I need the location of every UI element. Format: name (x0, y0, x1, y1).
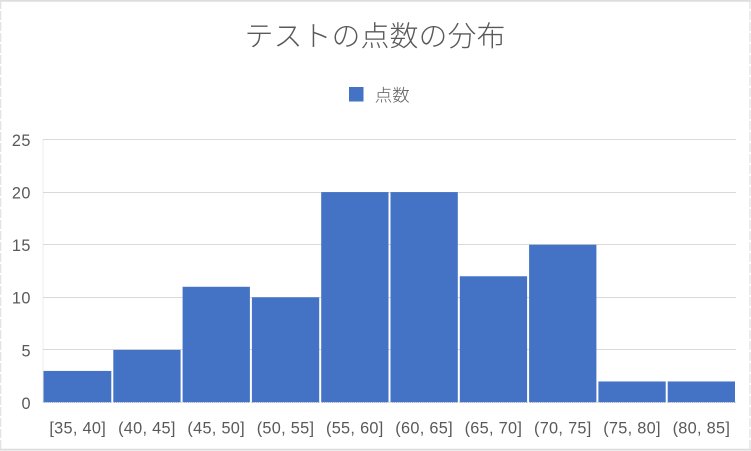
svg-text:(45, 50]: (45, 50] (187, 419, 245, 437)
svg-text:(70, 75]: (70, 75] (534, 419, 592, 437)
svg-text:(75, 80]: (75, 80] (603, 419, 661, 437)
svg-text:(60, 65]: (60, 65] (395, 419, 453, 437)
svg-text:25: 25 (12, 132, 31, 150)
svg-text:0: 0 (21, 395, 31, 413)
svg-text:20: 20 (12, 185, 31, 203)
svg-text:(40, 45]: (40, 45] (118, 419, 176, 437)
svg-text:(65, 70]: (65, 70] (465, 419, 523, 437)
svg-text:(80, 85]: (80, 85] (673, 419, 731, 437)
svg-text:5: 5 (21, 342, 31, 360)
svg-text:15: 15 (12, 237, 31, 255)
svg-text:[35, 40]: [35, 40] (49, 419, 106, 437)
svg-text:(50, 55]: (50, 55] (257, 419, 315, 437)
svg-text:(55, 60]: (55, 60] (326, 419, 384, 437)
svg-text:10: 10 (12, 290, 31, 308)
